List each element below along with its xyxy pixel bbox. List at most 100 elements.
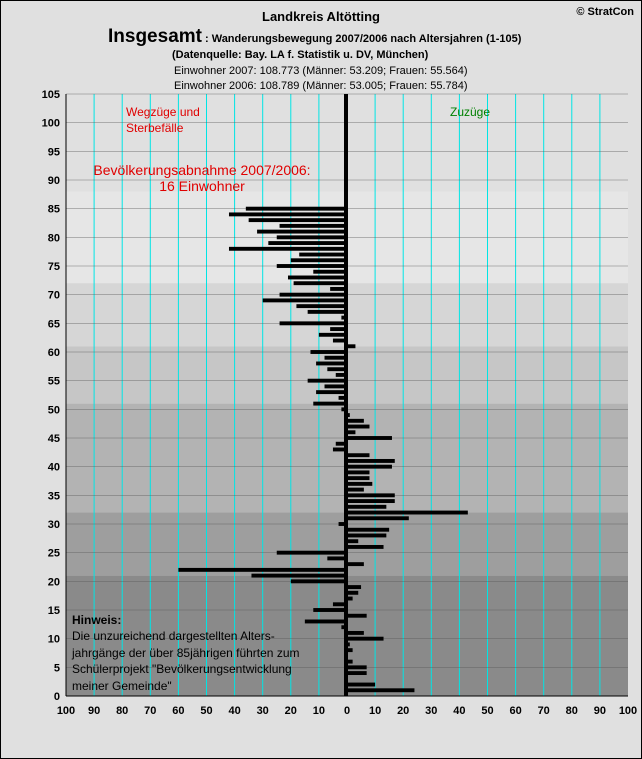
x-tick-label: 10 [369, 705, 381, 717]
y-tick-label: 75 [48, 261, 60, 273]
y-tick-label: 95 [48, 146, 60, 158]
bar-age-9 [347, 642, 350, 647]
bar-age-52 [338, 395, 347, 400]
bar-age-14 [347, 613, 367, 618]
bar-age-49 [347, 413, 350, 418]
bar-age-72 [293, 281, 347, 286]
x-tick-label: 30 [257, 705, 269, 717]
bar-age-36 [347, 487, 364, 492]
bar-age-23 [347, 562, 364, 567]
bar-age-26 [347, 544, 384, 549]
bar-age-55 [307, 378, 347, 383]
note-line: jahrgänge der über 85jährigen führten zu… [71, 646, 299, 660]
bars [178, 206, 468, 693]
x-tick-label: 60 [509, 705, 521, 717]
note-line: meiner Gemeinde" [72, 679, 172, 693]
bar-age-30 [338, 522, 347, 526]
bar-age-8 [347, 648, 353, 653]
bar-age-61 [347, 344, 356, 349]
y-tick-label: 60 [48, 347, 60, 359]
x-tick-labels: 100 90 80 70 60 50 40 30 20 10 0 10 20 30 40 50 60 70 80 90… [57, 705, 637, 717]
bar-age-44 [335, 441, 347, 446]
bar-age-79 [268, 241, 347, 246]
bar-age-67 [307, 309, 347, 314]
bar-age-68 [296, 304, 347, 309]
bar-age-64 [330, 327, 347, 332]
x-tick-label: 50 [481, 705, 493, 717]
y-tick-label: 100 [42, 118, 60, 130]
y-tick-labels: 0 5 10 15 20 25 30 35 40 45 50 55 60 65 70 75 80 85 90 95 10… [42, 89, 60, 703]
note-line: Die unzureichend dargestellten Alters- [72, 629, 275, 643]
bar-age-33 [347, 504, 387, 509]
bar-age-47 [347, 424, 370, 429]
bar-age-5 [347, 665, 367, 670]
decline-value: 16 Einwohner [159, 178, 245, 194]
bar-age-28 [347, 533, 387, 538]
y-tick-label: 70 [48, 290, 60, 302]
bar-age-37 [347, 481, 373, 486]
note-title: Hinweis: [72, 613, 121, 627]
bar-age-77 [299, 252, 347, 257]
bar-age-42 [347, 453, 370, 458]
y-tick-label: 85 [48, 204, 60, 216]
bar-age-32 [347, 510, 468, 515]
inflow-label: Zuzüge [450, 105, 490, 119]
x-tick-label: 100 [619, 705, 637, 717]
bar-age-24 [327, 556, 347, 561]
decline-label: Bevölkerungsabnahme 2007/2006: [93, 162, 310, 178]
y-tick-label: 65 [48, 318, 60, 330]
bar-age-20 [290, 579, 347, 584]
bar-age-22 [178, 567, 347, 572]
bar-age-39 [347, 470, 370, 475]
y-tick-label: 35 [48, 490, 60, 502]
bar-age-38 [347, 476, 370, 481]
y-tick-label: 90 [48, 175, 60, 187]
y-tick-label: 15 [48, 605, 60, 617]
bar-age-45 [347, 436, 392, 440]
bar-age-35 [347, 493, 395, 498]
bar-age-85 [245, 206, 347, 211]
bar-age-13 [304, 619, 347, 624]
bar-age-62 [332, 338, 347, 343]
x-tick-label: 40 [453, 705, 465, 717]
y-tick-label: 105 [42, 89, 60, 101]
bar-age-41 [347, 458, 395, 463]
bar-age-82 [279, 223, 347, 228]
bar-age-81 [257, 229, 347, 234]
bar-age-43 [332, 447, 347, 452]
bar-age-53 [316, 390, 347, 395]
y-tick-label: 20 [48, 576, 60, 588]
note-line: Schülerprojekt "Bevölkerungsentwicklung [72, 662, 292, 676]
x-tick-label: 80 [116, 705, 128, 717]
bar-age-19 [347, 585, 362, 590]
bar-age-63 [318, 332, 347, 337]
bar-age-40 [347, 464, 392, 469]
population-2006: Einwohner 2006: 108.789 (Männer: 53.005;… [174, 80, 468, 92]
bar-age-59 [324, 355, 347, 360]
bar-age-60 [310, 350, 347, 354]
data-source: (Datenquelle: Bay. LA f. Statistik u. DV… [172, 49, 429, 61]
bar-age-31 [347, 516, 409, 521]
y-tick-label: 40 [48, 462, 60, 474]
bar-age-34 [347, 499, 395, 504]
bar-age-65 [279, 321, 347, 326]
bar-age-2 [347, 682, 376, 687]
bar-age-1 [347, 688, 415, 693]
bar-age-17 [347, 596, 353, 601]
bar-age-75 [276, 264, 347, 268]
x-tick-label: 60 [172, 705, 184, 717]
bar-age-10 [347, 636, 384, 641]
outflow-label-2: Sterbefälle [126, 121, 184, 135]
bar-age-58 [316, 361, 347, 366]
bar-age-54 [324, 384, 347, 389]
bar-age-80 [276, 235, 347, 240]
y-tick-label: 25 [48, 548, 60, 560]
bar-age-29 [347, 527, 390, 532]
bar-age-73 [287, 275, 347, 280]
x-tick-label: 20 [397, 705, 409, 717]
x-tick-label: 0 [344, 705, 350, 717]
x-tick-label: 100 [57, 705, 75, 717]
bar-age-6 [347, 659, 353, 664]
chart-subtitle: : Wanderungsbewegung 2007/2006 nach Alte… [205, 33, 522, 45]
outflow-label: Wegzüge und [126, 105, 200, 119]
